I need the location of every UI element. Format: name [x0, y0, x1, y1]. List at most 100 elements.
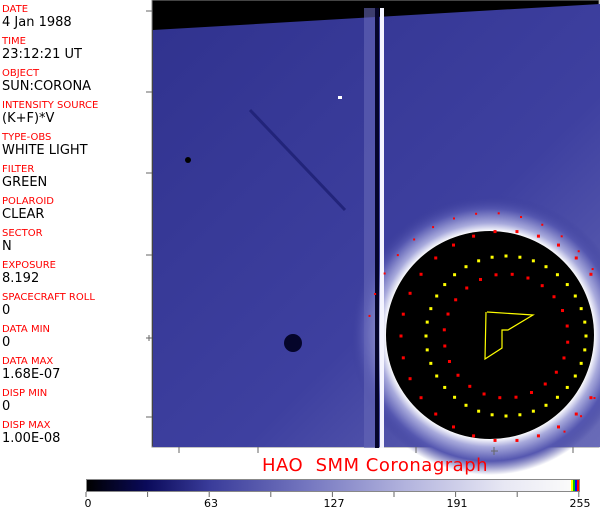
overlay-marker	[518, 255, 522, 259]
field-data-max: DATA MAX 1.68E-07	[2, 356, 60, 382]
overlay-marker	[520, 216, 523, 219]
overlay-marker	[554, 370, 558, 374]
field-value: 8.192	[2, 271, 40, 286]
overlay-marker	[566, 340, 570, 344]
overlay-marker	[453, 273, 457, 277]
overlay-marker	[583, 348, 587, 352]
overlay-marker	[442, 328, 446, 332]
field-label: SECTOR	[2, 228, 43, 239]
overlay-marker	[589, 272, 593, 276]
field-label: DATA MIN	[2, 324, 50, 335]
field-label: POLAROID	[2, 196, 55, 207]
field-value: WHITE LIGHT	[2, 143, 88, 158]
overlay-marker	[561, 309, 565, 313]
field-value: 1.00E-08	[2, 431, 61, 446]
overlay-marker	[413, 238, 416, 241]
overlay-marker	[543, 382, 547, 386]
overlay-marker	[493, 230, 497, 234]
overlay-marker	[557, 425, 560, 429]
field-label: SPACECRAFT ROLL	[2, 292, 95, 303]
field-value: SUN:CORONA	[2, 79, 92, 94]
overlay-marker	[589, 396, 593, 400]
header-info-panel: DATE 4 Jan 1988 TIME 23:12:21 UT OBJECT SUN:C…	[0, 0, 150, 447]
overlay-marker	[563, 430, 566, 433]
overlay-marker	[584, 334, 588, 338]
field-type-obs: TYPE-OBS WHITE LIGHT	[2, 132, 88, 158]
dust-spot	[284, 334, 302, 352]
field-label: TIME	[2, 36, 27, 47]
overlay-marker	[490, 413, 494, 417]
field-disp-min: DISP MIN 0	[2, 388, 47, 414]
overlay-marker	[456, 373, 460, 377]
overlay-marker	[443, 283, 447, 287]
overlay-marker	[565, 324, 569, 328]
overlay-markers	[368, 212, 596, 442]
overlay-marker	[497, 212, 500, 215]
colorbar-band-yellow	[571, 480, 573, 491]
overlay-marker	[374, 293, 377, 296]
colorbar-tick-label: 127	[323, 497, 345, 510]
overlay-marker	[494, 273, 498, 277]
field-spacecraft-roll: SPACECRAFT ROLL 0	[2, 292, 95, 318]
field-value: N	[2, 239, 12, 254]
overlay-marker	[454, 298, 458, 302]
overlay-marker	[452, 217, 455, 220]
colorbar	[86, 479, 580, 492]
colorbar-band-blue	[575, 480, 577, 491]
field-label: FILTER	[2, 164, 35, 175]
overlay-marker	[573, 294, 577, 298]
colorbar-band-green	[573, 480, 575, 491]
overlay-marker	[560, 235, 563, 238]
field-label: INTENSITY SOURCE	[2, 100, 99, 111]
overlay-marker	[408, 291, 412, 295]
overlay-marker	[565, 385, 569, 389]
overlay-marker	[583, 320, 587, 324]
field-exposure: EXPOSURE 8.192	[2, 260, 56, 286]
overlay-marker	[399, 334, 403, 338]
colorbar-tick-label: 0	[84, 497, 92, 510]
overlay-marker	[574, 256, 578, 260]
colorbar-tick-label: 255	[569, 497, 591, 510]
overlay-marker	[482, 392, 486, 396]
overlay-marker	[468, 384, 472, 388]
overlay-marker	[591, 268, 594, 271]
overlay-marker	[453, 395, 457, 399]
overlay-marker	[434, 412, 438, 416]
overlay-marker	[408, 377, 412, 381]
overlay-marker	[472, 434, 476, 438]
field-value: 0	[2, 335, 11, 350]
field-value: 0	[2, 303, 11, 318]
overlay-marker	[574, 412, 578, 416]
overlay-marker	[464, 265, 468, 269]
field-polaroid: POLAROID CLEAR	[2, 196, 54, 222]
field-label: DATE	[2, 4, 29, 15]
overlay-marker	[429, 307, 433, 311]
overlay-marker	[425, 348, 429, 352]
overlay-marker	[562, 356, 566, 360]
overlay-marker	[477, 409, 481, 413]
overlay-marker	[424, 334, 428, 338]
overlay-marker	[401, 356, 405, 360]
overlay-marker	[544, 403, 548, 407]
field-time: TIME 23:12:21 UT	[2, 36, 82, 62]
plot-title: HAO SMM Coronagraph	[261, 455, 489, 476]
overlay-marker	[479, 277, 483, 281]
field-value: GREEN	[2, 175, 48, 190]
colorbar-tick-label: 63	[204, 497, 218, 510]
overlay-marker	[498, 396, 502, 400]
overlay-marker	[419, 396, 423, 400]
field-data-min: DATA MIN 0	[2, 324, 50, 350]
overlay-marker	[401, 312, 405, 316]
overlay-marker	[544, 265, 548, 269]
colorbar-band-red	[577, 480, 579, 491]
field-value: (K+F)*V	[2, 111, 55, 126]
overlay-marker	[464, 403, 468, 407]
overlay-marker	[541, 223, 544, 226]
overlay-marker	[531, 259, 535, 263]
overlay-marker	[593, 397, 596, 400]
overlay-marker	[526, 276, 530, 280]
overlay-marker	[540, 284, 544, 288]
overlay-marker	[504, 254, 508, 258]
overlay-marker	[419, 272, 423, 276]
